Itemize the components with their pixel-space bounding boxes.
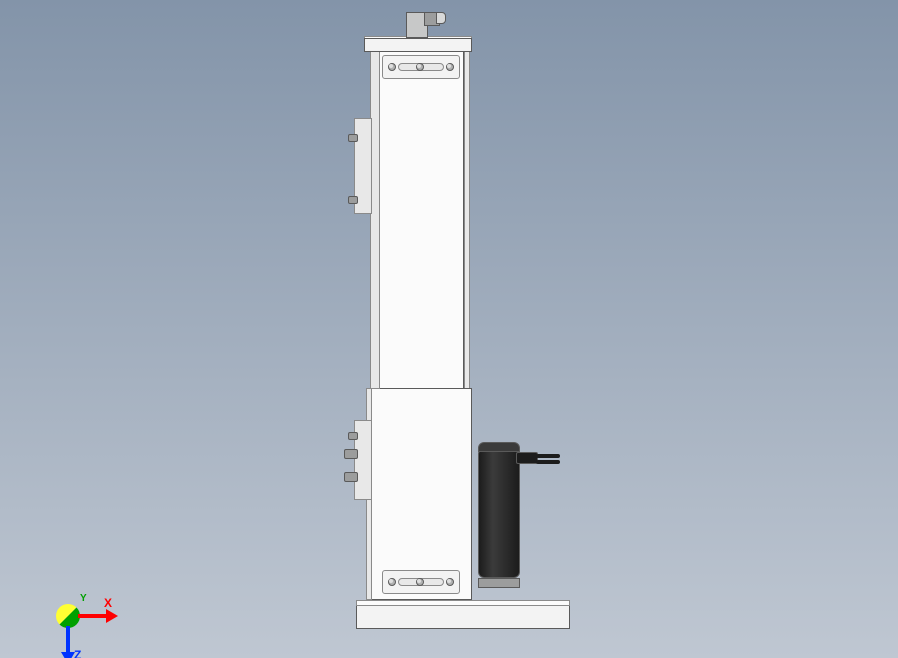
axis-y-label: Y [80,593,87,604]
axis-z [66,626,70,654]
axis-x-arrow-icon [106,609,118,623]
axis-x [78,614,106,618]
viewport-background [0,0,898,658]
axis-x-label: X [104,596,112,610]
axis-z-label: Z [74,648,81,658]
axis-z-arrow-icon [61,652,75,658]
cad-viewport[interactable]: X Z Y [0,0,898,658]
axis-triad[interactable]: X Z Y [56,568,136,648]
